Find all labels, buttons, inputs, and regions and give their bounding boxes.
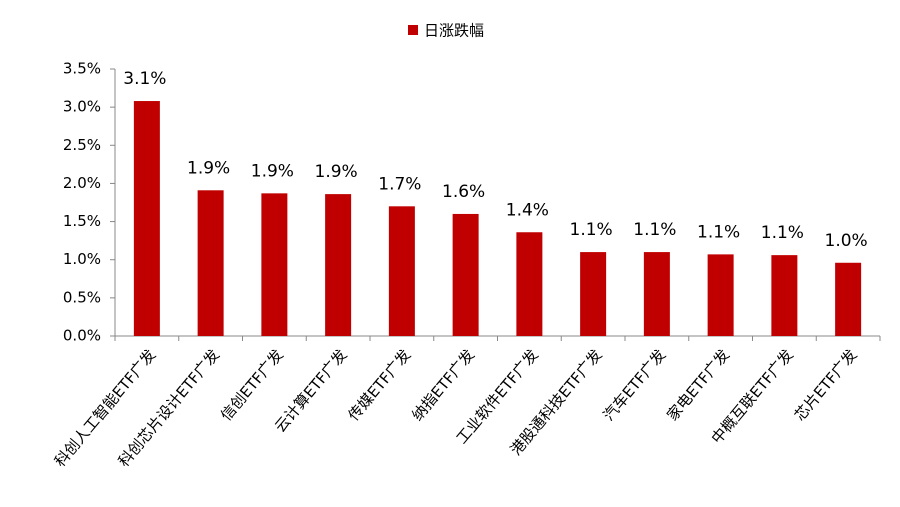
value-label: 1.9% bbox=[315, 162, 358, 182]
bar bbox=[452, 213, 479, 336]
bar bbox=[771, 255, 798, 336]
bar bbox=[835, 262, 862, 336]
x-tick-label: 芯片ETF广发 bbox=[791, 346, 861, 424]
x-tick-label: 家电ETF广发 bbox=[663, 346, 733, 424]
y-tick-label: 3.5% bbox=[63, 60, 101, 78]
bar bbox=[133, 101, 160, 336]
bar bbox=[707, 254, 734, 336]
y-tick-label: 0.5% bbox=[63, 288, 101, 306]
bar bbox=[197, 190, 224, 336]
x-tick-label: 纳指ETF广发 bbox=[408, 346, 478, 424]
x-tick-label: 传媒ETF广发 bbox=[344, 346, 414, 424]
y-tick-label: 1.5% bbox=[63, 212, 101, 230]
bar bbox=[261, 193, 288, 336]
value-label: 1.9% bbox=[251, 161, 294, 181]
y-tick-label: 2.5% bbox=[63, 136, 101, 154]
x-tick-label: 汽车ETF广发 bbox=[599, 346, 669, 424]
bar bbox=[325, 194, 352, 336]
value-label: 3.1% bbox=[123, 69, 166, 89]
value-label: 1.9% bbox=[187, 158, 230, 178]
bar bbox=[580, 252, 607, 336]
legend-label: 日涨跌幅 bbox=[424, 22, 484, 40]
value-label: 1.1% bbox=[761, 223, 804, 243]
y-tick-label: 3.0% bbox=[63, 98, 101, 116]
value-label: 1.7% bbox=[378, 174, 421, 194]
value-label: 1.6% bbox=[442, 182, 485, 202]
value-label: 1.1% bbox=[697, 222, 740, 242]
bar bbox=[388, 206, 415, 336]
bar bbox=[643, 252, 670, 336]
value-label: 1.1% bbox=[633, 220, 676, 240]
value-label: 1.4% bbox=[506, 200, 549, 220]
bar bbox=[516, 232, 543, 336]
value-label: 1.0% bbox=[825, 231, 868, 251]
x-tick-label: 信创ETF广发 bbox=[217, 346, 287, 424]
y-tick-label: 1.0% bbox=[63, 250, 101, 268]
value-label: 1.1% bbox=[570, 220, 613, 240]
y-tick-label: 2.0% bbox=[63, 174, 101, 192]
legend-swatch bbox=[408, 25, 418, 35]
y-tick-label: 0.0% bbox=[63, 327, 101, 345]
